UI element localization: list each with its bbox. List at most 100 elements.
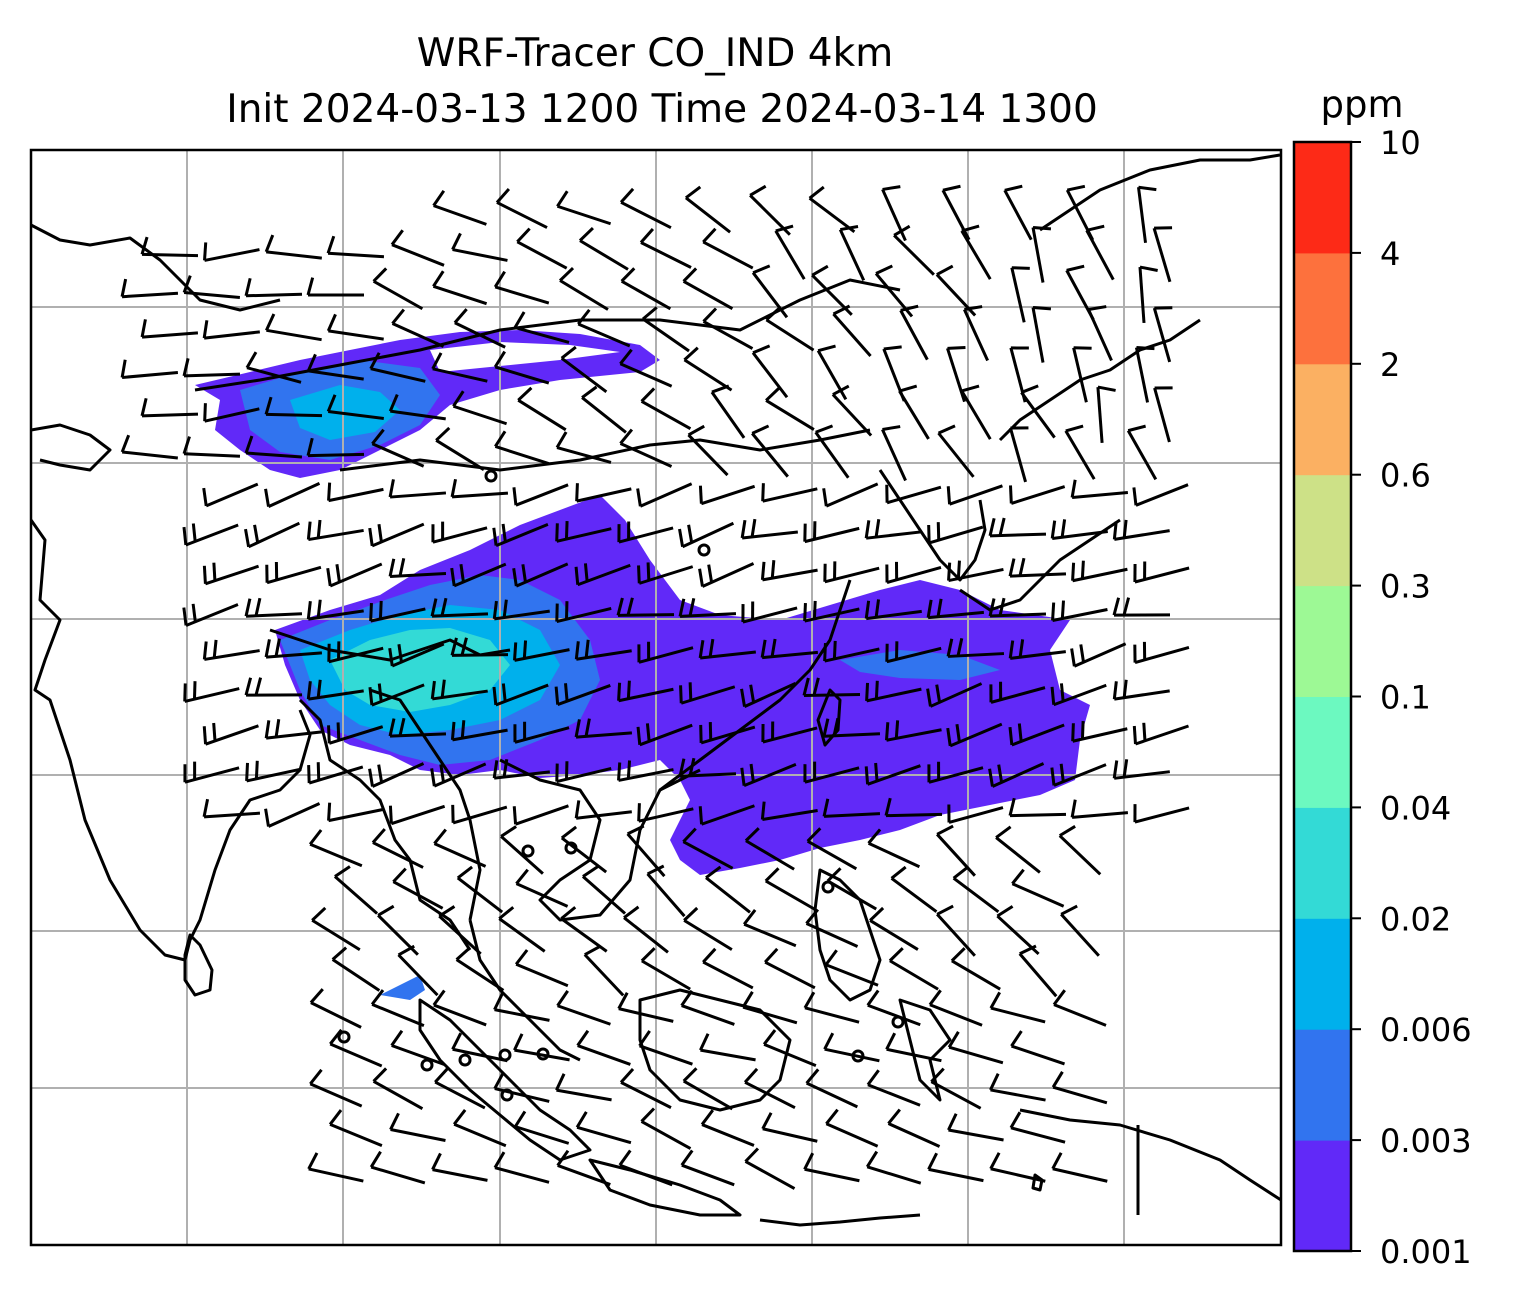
wind-barb-shaft [452,404,508,426]
wind-barb-feather [334,865,351,878]
wind-barb-feather [685,185,702,199]
wind-barb-shaft [435,439,485,471]
wind-barb-feather [956,560,961,579]
wind-barb-feather [328,1109,343,1126]
wind-barb-shaft [1073,642,1127,668]
wind-barb-shaft [391,642,445,668]
wind-barb-shaft [583,953,625,997]
wind-barb-feather [182,526,188,546]
wind-barb-feather [203,403,207,422]
wind-barb-feather [254,760,259,779]
wind-barb-shaft [372,279,424,311]
wind-barb-shaft [866,687,922,703]
wind-barb-shaft [867,1083,921,1107]
wind-barb-feather [388,479,395,498]
wind-barb-shaft [639,723,693,747]
wind-barb-feather [493,1071,505,1090]
wind-barb-feather [1136,346,1155,351]
wind-barb-feather [555,431,568,449]
wind-barb-shaft [620,279,672,311]
wind-barb-shaft [1009,427,1027,483]
wind-barb-shaft [928,766,984,784]
wind-barb-feather [316,599,322,618]
wind-barb-shaft [960,230,992,280]
wind-barb-shaft [948,1128,1004,1142]
wind-barb-shaft [751,351,789,399]
wind-barb-feather [646,864,665,876]
wind-barb-feather [995,825,1012,839]
wind-barb-feather [460,637,468,656]
wind-barb-shaft [893,234,935,276]
wind-barb-feather [1051,1071,1064,1088]
wind-barb-shaft [556,204,612,226]
wind-barb-feather [331,946,348,961]
wind-barb-shaft [930,1080,982,1110]
wind-barb-feather [460,720,466,739]
wind-barb-shaft [705,876,751,914]
wind-barb-feather [1008,640,1015,659]
wind-barb-feather [515,868,529,885]
wind-barb-feather [392,867,407,883]
wind-barb-shaft [774,230,806,280]
wind-barb-feather [1058,825,1076,837]
wind-barb-shaft [1010,1126,1066,1144]
wind-barb-feather [988,768,994,787]
wind-barb-feather [619,187,635,204]
wind-barb-shaft [949,484,1003,506]
wind-barb-feather [388,393,399,412]
wind-barb-feather [306,681,312,700]
wind-barb-feather [306,353,317,372]
wind-barb-feather [264,396,273,415]
wind-barb-feather [775,224,794,233]
wind-barb-feather [430,680,436,700]
wind-barb-shaft [121,291,179,299]
wind-barb-feather [574,719,581,738]
wind-barb-feather [1011,266,1030,270]
wind-barb-feather [806,827,822,843]
wind-barb-shaft [557,1164,611,1186]
wind-barb-feather [372,267,388,283]
calm-wind-circle [498,1048,512,1062]
wind-barb-feather [368,527,374,547]
wind-barb-feather [434,1067,449,1084]
wind-barb-feather [642,306,658,321]
wind-barb-shaft [245,612,303,618]
wind-barb-feather [556,990,569,1007]
wind-barb-shaft [266,328,322,342]
wind-barb-shaft [247,521,301,549]
wind-barb-shaft [684,196,732,234]
wind-barb-feather [688,682,693,701]
wind-barb-feather [640,947,656,962]
wind-barb-feather [264,639,271,658]
wind-barb-feather [865,682,870,701]
wind-barb-shaft [948,1045,1004,1065]
wind-barb-feather [512,487,518,506]
wind-barb-shaft [390,409,446,421]
wind-barb-shaft [267,802,321,828]
wind-barb-shaft [990,1167,1046,1183]
wind-barb-feather [885,1032,897,1050]
wind-barb-shaft [619,1163,673,1187]
wind-barb-shaft [1114,770,1170,780]
wind-barb-feather [514,949,529,966]
wind-barb-shaft [682,280,734,310]
wind-barb-feather [306,437,314,457]
wind-barb-shaft [1087,308,1113,362]
wind-barb-feather [336,722,341,741]
wind-barb-feather [575,483,579,502]
wind-barb-shaft [646,872,686,918]
wind-barb-feather [202,565,207,584]
wind-barb-feather [620,267,636,283]
wind-barb-shaft [371,442,425,468]
calm-wind-circle [697,543,711,557]
wind-barb-shaft [1126,429,1158,481]
wind-barb-feather [450,637,458,656]
wind-barb-feather [770,638,777,657]
wind-barb-shaft [804,766,860,784]
wind-barb-feather [498,906,515,920]
wind-barb-shaft [1010,650,1066,660]
wind-barb-shaft [866,530,922,540]
wind-barb-feather [202,487,208,507]
wind-barb-feather [326,313,337,332]
wind-barb-feather [558,266,575,282]
